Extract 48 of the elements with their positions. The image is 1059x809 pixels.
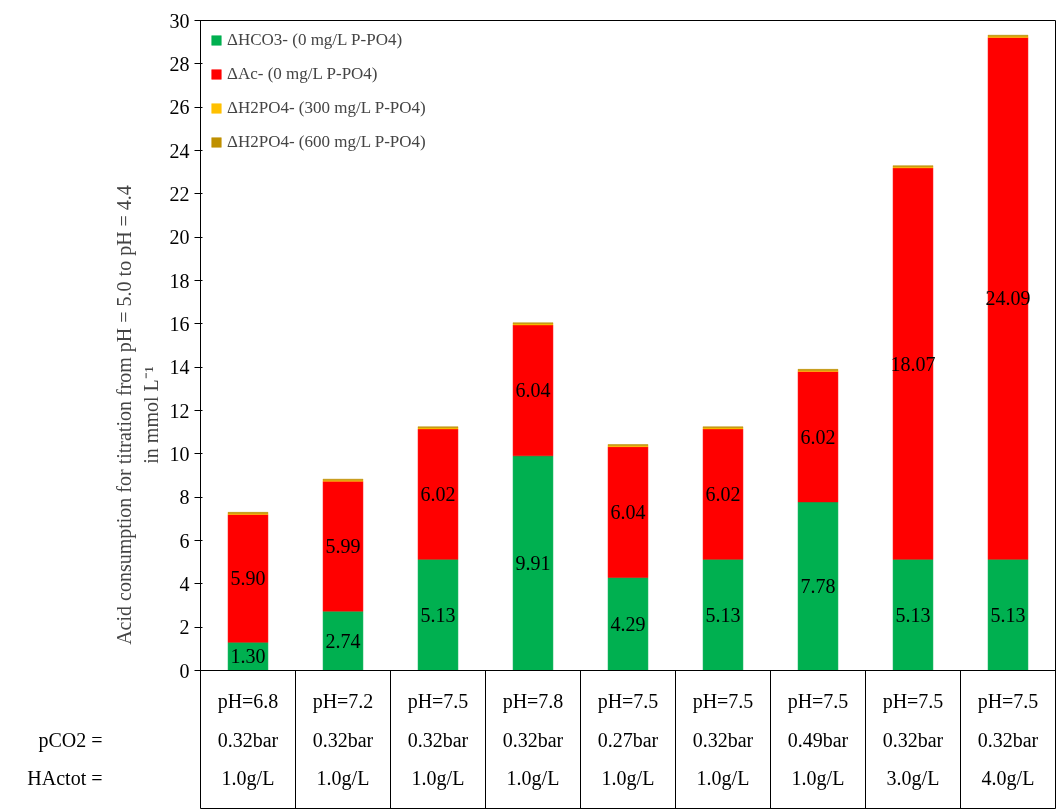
- x-tick-label: pH=6.8 0.32bar 1.0g/L: [217, 689, 279, 790]
- y-tick-label: 30: [169, 9, 190, 32]
- x-tick-label: pH=7.5 0.27bar 1.0g/L: [597, 689, 659, 790]
- data-label: 5.99: [325, 535, 361, 558]
- legend-label: ΔAc- (0 mg/L P-PO4): [227, 64, 378, 84]
- y-tick-label: 18: [169, 269, 190, 292]
- x-tick-label: pH=7.5 0.32bar 1.0g/L: [407, 689, 469, 790]
- data-label: 5.13: [990, 603, 1026, 626]
- y-tick-label: 10: [169, 442, 190, 465]
- y-tick-label: 20: [169, 226, 190, 249]
- data-label: 6.04: [610, 501, 646, 524]
- legend-label: ΔHCO3- (0 mg/L P-PO4): [227, 30, 403, 50]
- text: pCO2 =: [38, 728, 103, 752]
- data-label: 2.74: [325, 629, 361, 652]
- x-tick-label: pH=7.5 0.32bar 1.0g/L: [692, 689, 754, 790]
- data-label: 6.04: [515, 379, 551, 402]
- y-tick-label: 24: [169, 139, 190, 162]
- y-tick-label: 26: [169, 96, 190, 119]
- y-tick-label: 6: [179, 529, 190, 552]
- data-label: 5.13: [895, 603, 931, 626]
- y-tick-label: 28: [169, 52, 190, 75]
- y-tick-label: 0: [179, 659, 190, 682]
- x-tick-label: pH=7.5 0.49bar 1.0g/L: [787, 689, 849, 790]
- y-tick-label: 12: [169, 399, 190, 422]
- text: HActot =: [27, 766, 103, 789]
- data-label: 5.90: [230, 567, 266, 590]
- data-label: 6.02: [420, 483, 456, 506]
- data-label: 6.02: [705, 483, 741, 506]
- data-label: 6.02: [800, 425, 836, 448]
- x-tick-label: pH=7.5 0.32bar 4.0g/L: [977, 689, 1039, 790]
- x-tick-label: pH=7.5 0.32bar 3.0g/L: [882, 689, 944, 790]
- legend-label: ΔH2PO4- (600 mg/L P-PO4): [227, 132, 426, 152]
- data-label: 5.13: [705, 603, 741, 626]
- data-label: 1.30: [230, 645, 266, 668]
- x-tick-label: pH=7.8 0.32bar 1.0g/L: [502, 689, 564, 790]
- data-label: 4.29: [610, 613, 646, 636]
- y-tick-label: 16: [169, 312, 190, 335]
- y-tick-label: 2: [179, 616, 190, 639]
- y-tick-label: 8: [179, 486, 190, 509]
- y-tick-label: 4: [179, 572, 190, 595]
- y-axis-title: Acid consumption for titration from pH = 5.0 to pH = 4.4 in mmol L⁻¹: [113, 185, 162, 645]
- data-label: 9.91: [515, 552, 551, 575]
- data-label: 5.13: [420, 603, 456, 626]
- y-tick-label: 22: [169, 182, 190, 205]
- y-tick-label: 14: [169, 356, 190, 379]
- legend-label: ΔH2PO4- (300 mg/L P-PO4): [227, 98, 426, 118]
- x-tick-label: pH=7.2 0.32bar 1.0g/L: [312, 689, 374, 790]
- data-label: 7.78: [800, 575, 836, 598]
